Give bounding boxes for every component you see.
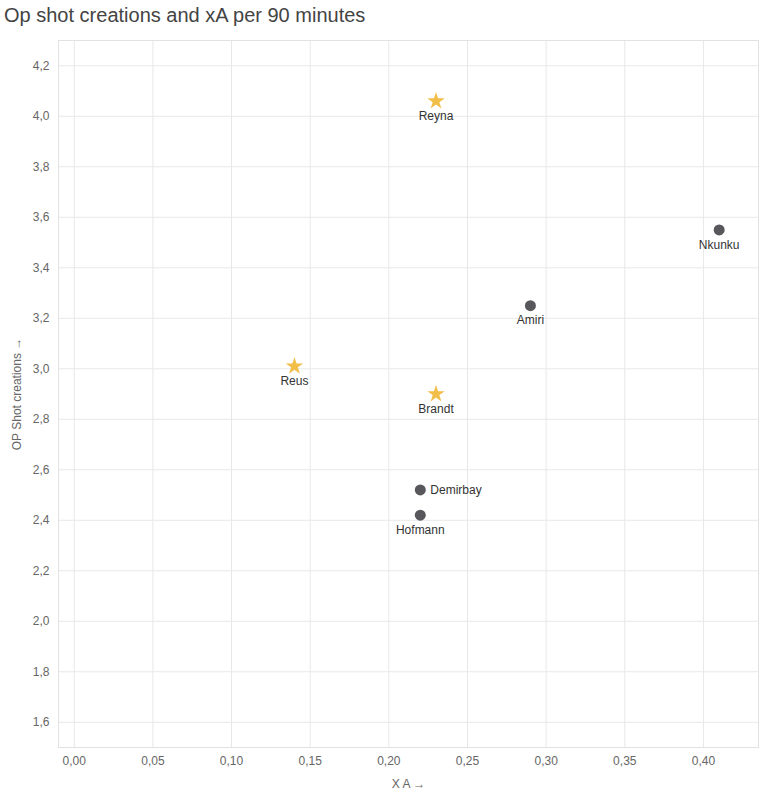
svg-text:0,10: 0,10 xyxy=(220,754,244,768)
svg-text:4,0: 4,0 xyxy=(33,109,50,123)
html-text:Op shot creations and xA per 9: Op shot creations and xA per 90 minutes xyxy=(4,4,366,26)
svg-text:3,0: 3,0 xyxy=(33,362,50,376)
svg-text:2,6: 2,6 xyxy=(33,463,50,477)
svg-text:Brandt: Brandt xyxy=(418,402,454,416)
svg-text:0,25: 0,25 xyxy=(456,754,480,768)
svg-text:0,00: 0,00 xyxy=(63,754,87,768)
svg-text:OP Shot creations →: OP Shot creations → xyxy=(10,338,24,451)
svg-text:4,2: 4,2 xyxy=(33,59,50,73)
svg-text:3,4: 3,4 xyxy=(33,261,50,275)
svg-text:2,0: 2,0 xyxy=(33,614,50,628)
svg-text:Reus: Reus xyxy=(280,374,308,388)
svg-text:1,8: 1,8 xyxy=(33,665,50,679)
svg-text:3,2: 3,2 xyxy=(33,311,50,325)
svg-text:2,4: 2,4 xyxy=(33,513,50,527)
svg-text:Amiri: Amiri xyxy=(517,313,544,327)
svg-text:0,05: 0,05 xyxy=(141,754,165,768)
svg-text:1,6: 1,6 xyxy=(33,715,50,729)
svg-text:0,35: 0,35 xyxy=(613,754,637,768)
svg-text:2,2: 2,2 xyxy=(33,564,50,578)
svg-text:0,40: 0,40 xyxy=(692,754,716,768)
svg-text:0,30: 0,30 xyxy=(534,754,558,768)
svg-text:0,15: 0,15 xyxy=(299,754,323,768)
svg-text:2,8: 2,8 xyxy=(33,412,50,426)
svg-text:Demirbay: Demirbay xyxy=(430,483,481,497)
svg-text:Hofmann: Hofmann xyxy=(396,523,445,537)
svg-text:3,6: 3,6 xyxy=(33,210,50,224)
svg-text:0,20: 0,20 xyxy=(377,754,401,768)
svg-text:3,8: 3,8 xyxy=(33,160,50,174)
svg-text:Nkunku: Nkunku xyxy=(699,238,740,252)
svg-text:Reyna: Reyna xyxy=(419,109,454,123)
svg-text:X A →: X A → xyxy=(392,777,425,791)
